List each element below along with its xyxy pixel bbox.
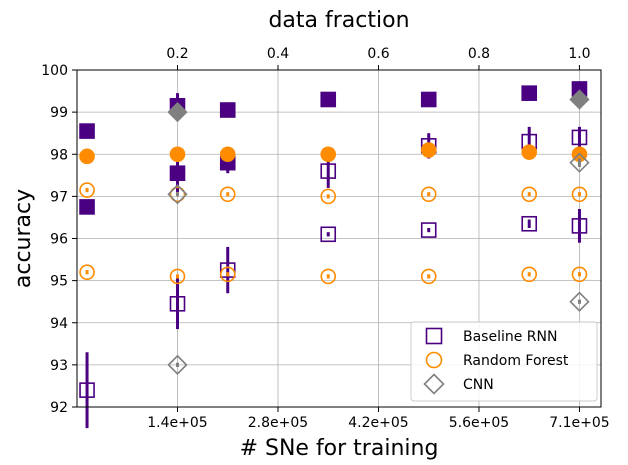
x-tick-label: 4.2e+05 (348, 415, 408, 431)
y-tick-label: 92 (50, 400, 68, 416)
random-forest-point (169, 268, 186, 285)
random-forest-point (79, 264, 95, 281)
random-forest-point (320, 188, 337, 205)
y-tick-label: 95 (50, 274, 68, 290)
ticks-layer: 1.4e+05 2.8e+05 4.2e+05 5.6e+05 7.1e+05 0.2 0.… (41, 46, 609, 431)
legend-marker-random-forest (425, 351, 443, 369)
random-forest-point (169, 186, 186, 203)
top-axis-label: data fraction (268, 8, 409, 33)
cnn-point (167, 184, 188, 205)
x-tick-label: 7.1e+05 (549, 415, 609, 431)
y-tick-label: 100 (41, 63, 68, 79)
random-forest-point (420, 186, 437, 203)
cnn-point (569, 152, 590, 173)
y-axis-label: accuracy (11, 189, 36, 288)
baseline-rnn-point (420, 222, 437, 238)
x-tick-label: 1.4e+05 (147, 415, 207, 431)
x-tick-label: 2.8e+05 (248, 415, 308, 431)
random-forest-point (521, 266, 538, 283)
y-tick-label: 96 (50, 232, 68, 248)
random-forest-point (320, 268, 337, 285)
y-tick-label: 99 (50, 105, 68, 121)
x-axis-label: # SNe for training (240, 436, 439, 461)
top-tick-label: 0.8 (468, 46, 490, 62)
cnn-point (167, 354, 188, 376)
y-tick-label: 94 (50, 316, 68, 332)
random-forest-point (219, 186, 236, 203)
legend: Baseline RNN Random Forest CNN (410, 321, 598, 402)
marks-layer (79, 81, 590, 429)
cnn-point (569, 291, 590, 312)
legend-box (410, 321, 598, 402)
random-forest-point (521, 186, 538, 203)
legend-label: Baseline RNN (463, 329, 557, 345)
y-tick-label: 93 (50, 358, 68, 374)
top-tick-label: 0.6 (367, 46, 389, 62)
random-forest-point (420, 268, 437, 285)
random-forest-point (571, 266, 588, 283)
y-tick-label: 98 (50, 147, 68, 163)
random-forest-point (79, 182, 95, 198)
legend-marker-baseline-rnn (425, 327, 443, 345)
legend-label: Random Forest (463, 353, 569, 369)
legend-label: CNN (463, 377, 494, 393)
legend-marker-cnn (423, 373, 445, 395)
y-tick-label: 97 (50, 189, 68, 205)
top-tick-label: 0.2 (166, 46, 188, 62)
baseline-rnn-point (521, 215, 538, 232)
baseline-rnn-point (320, 226, 337, 243)
random-forest-point (219, 266, 236, 283)
top-tick-label: 1.0 (568, 46, 590, 62)
top-tick-label: 0.4 (267, 46, 289, 62)
random-forest-point (571, 186, 588, 203)
x-tick-label: 5.6e+05 (449, 415, 509, 431)
